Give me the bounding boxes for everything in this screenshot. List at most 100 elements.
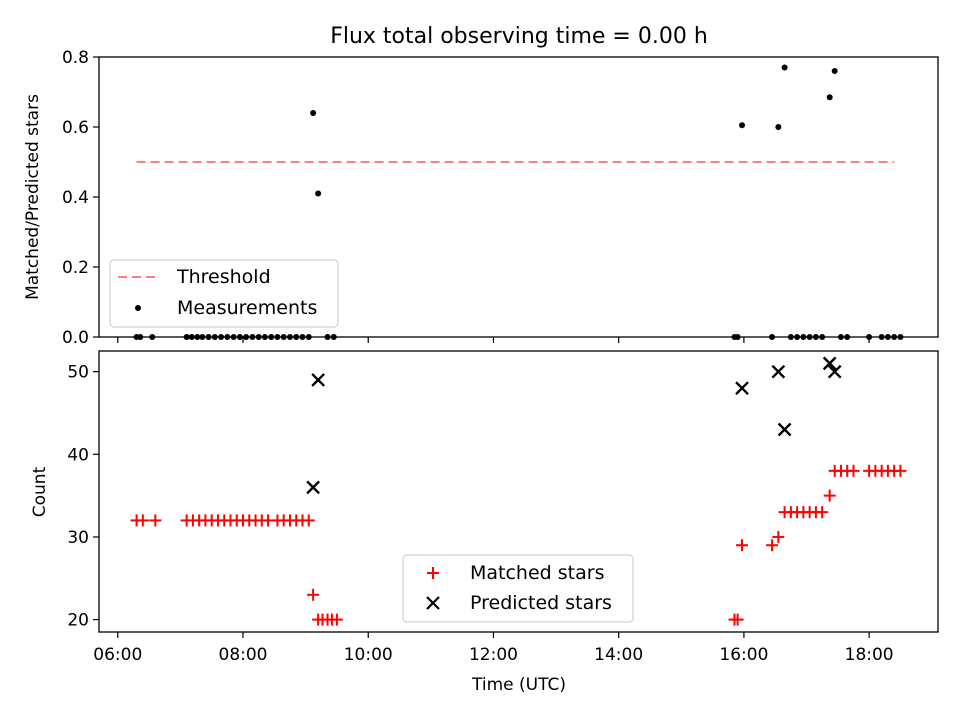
matched-star-point (823, 489, 836, 502)
predicted-star-point (735, 381, 749, 396)
x-tick-label: 12:00 (469, 645, 518, 665)
x-tick-label: 16:00 (719, 645, 768, 665)
top-legend-box (109, 259, 339, 328)
measurement-point (787, 334, 794, 340)
measurement-point (891, 334, 898, 340)
bottom-y-tick-label: 50 (67, 363, 89, 383)
bottom-y-axis-label: Count (30, 466, 50, 517)
x-tick-label: 08:00 (219, 645, 268, 665)
measurement-point (837, 334, 844, 340)
matched-star-point (772, 530, 785, 543)
measurement-point (826, 94, 833, 101)
measurement-point (897, 334, 904, 340)
matched-star-point (736, 539, 749, 552)
matched-star-point (136, 514, 149, 527)
matched-star-point (894, 464, 907, 477)
bottom-legend: Matched stars Predicted stars (402, 554, 634, 623)
matched-star-point (330, 613, 343, 626)
top-y-axis-label: Matched/Predicted stars (23, 94, 43, 300)
legend-measurements-swatch (135, 305, 141, 311)
top-y-tick-label: 0.0 (62, 328, 89, 348)
bottom-legend-box (402, 554, 634, 623)
matched-star-point (766, 539, 779, 552)
measurement-point (188, 334, 195, 340)
measurement-point (218, 334, 225, 340)
predicted-star-point (311, 373, 325, 387)
measurement-point (819, 334, 826, 340)
predicted-star-point (777, 422, 792, 437)
measurement-point (739, 122, 746, 129)
predicted-star-point (771, 364, 786, 379)
measurement-point (293, 334, 300, 340)
top-legend: Threshold Measurements (109, 259, 339, 328)
matched-star-point (302, 514, 315, 527)
top-y-tick-label: 0.8 (62, 48, 89, 68)
measurement-point (775, 124, 782, 130)
top-y-tick-label: 0.6 (62, 118, 89, 138)
predicted-star-point (827, 364, 842, 379)
count-points (130, 356, 907, 626)
bottom-y-ticks: 20 30 40 50 (67, 363, 99, 631)
measurement-point (211, 334, 218, 340)
legend-matched-swatch (427, 567, 439, 579)
measurement-point (194, 334, 201, 340)
legend-measurements-label: Measurements (177, 297, 317, 319)
measurement-point (844, 334, 851, 340)
x-tick-label: 18:00 (845, 645, 894, 665)
x-tick-label: 10:00 (344, 645, 393, 665)
legend-matched-label: Matched stars (470, 562, 604, 584)
measurement-point (299, 334, 306, 340)
bottom-y-tick-label: 40 (67, 445, 89, 465)
bottom-plot-area: 20 30 40 50 06:00 08:00 10:00 12:00 14:00 16:00 1… (67, 350, 939, 665)
measurement-point (305, 334, 312, 340)
measurement-point (149, 334, 156, 340)
measurement-point (183, 334, 190, 340)
predicted-star-point (822, 356, 837, 371)
measurement-point (324, 334, 331, 340)
measurement-point (255, 334, 262, 340)
measurement-point (878, 334, 885, 340)
matched-star-point (149, 514, 162, 527)
bottom-x-ticks: 06:00 08:00 10:00 12:00 14:00 16:00 18:00 (93, 632, 894, 665)
measurement-point (261, 334, 268, 340)
measurement-points (133, 64, 904, 340)
measurement-point (884, 334, 891, 340)
measurement-point (137, 334, 144, 340)
legend-predicted-swatch (426, 596, 440, 610)
measurement-point (310, 110, 317, 116)
bottom-axes-frame (98, 350, 939, 633)
matched-star-point (816, 506, 829, 519)
measurement-point (315, 190, 322, 197)
measurement-point (236, 334, 243, 340)
measurement-point (769, 334, 776, 340)
measurement-point (205, 334, 212, 340)
top-y-tick-label: 0.4 (62, 188, 89, 208)
measurement-point (330, 334, 337, 340)
legend-threshold-label: Threshold (176, 266, 271, 288)
x-axis-label: Time (UTC) (471, 675, 566, 695)
top-plot-area: 0.0 0.2 0.4 0.6 0.8 (62, 48, 939, 348)
measurement-point (794, 334, 801, 340)
matched-star-point (307, 588, 320, 601)
matched-star-point (731, 613, 744, 626)
bottom-y-tick-label: 30 (67, 528, 89, 548)
bottom-y-tick-label: 20 (67, 611, 89, 631)
measurement-point (230, 334, 237, 340)
measurement-point (286, 334, 293, 340)
measurement-point (224, 334, 231, 340)
matched-star-point (847, 464, 860, 477)
measurement-point (243, 334, 250, 340)
measurement-point (199, 334, 206, 340)
measurement-point (781, 64, 788, 71)
measurement-point (268, 334, 275, 340)
measurement-point (274, 334, 281, 340)
top-chart-title: Flux total observing time = 0.00 h (330, 24, 708, 49)
measurement-point (812, 334, 819, 340)
measurement-point (831, 68, 838, 74)
predicted-star-point (306, 480, 320, 495)
measurement-point (249, 334, 256, 340)
measurement-point (806, 334, 813, 340)
top-y-tick-label: 0.2 (62, 258, 89, 278)
legend-predicted-label: Predicted stars (470, 592, 612, 614)
